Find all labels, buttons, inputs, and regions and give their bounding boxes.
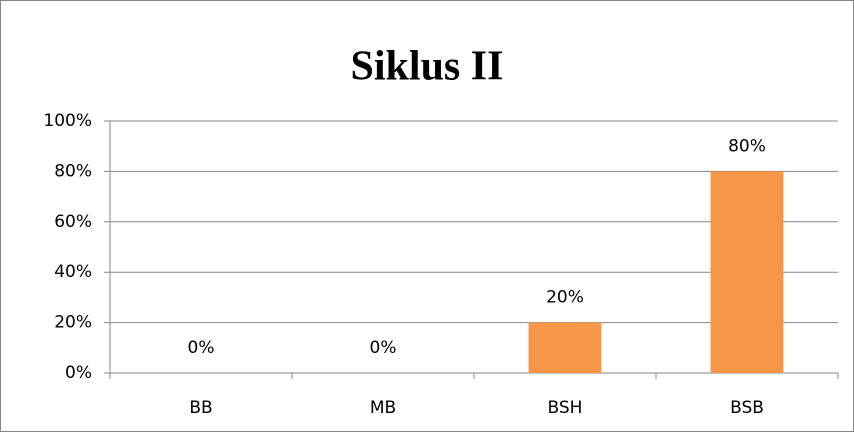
chart-title: Siklus II xyxy=(351,44,504,90)
y-tick-label: 80% xyxy=(54,161,92,181)
y-tick-label: 100% xyxy=(43,111,92,131)
data-label: 80% xyxy=(728,136,766,156)
y-tick-label: 0% xyxy=(65,363,92,383)
x-tick-label: BSH xyxy=(548,398,583,418)
x-tick-label: BSB xyxy=(730,398,764,418)
y-tick-label: 20% xyxy=(54,313,92,333)
bar xyxy=(528,322,602,373)
x-tick-label: MB xyxy=(370,398,396,418)
data-label: 20% xyxy=(546,288,584,308)
data-label: 0% xyxy=(370,338,397,358)
y-tick-label: 60% xyxy=(54,212,92,232)
data-label: 0% xyxy=(188,338,215,358)
y-tick-label: 40% xyxy=(54,262,92,282)
bar xyxy=(710,171,784,373)
x-tick-label: BB xyxy=(189,398,212,418)
